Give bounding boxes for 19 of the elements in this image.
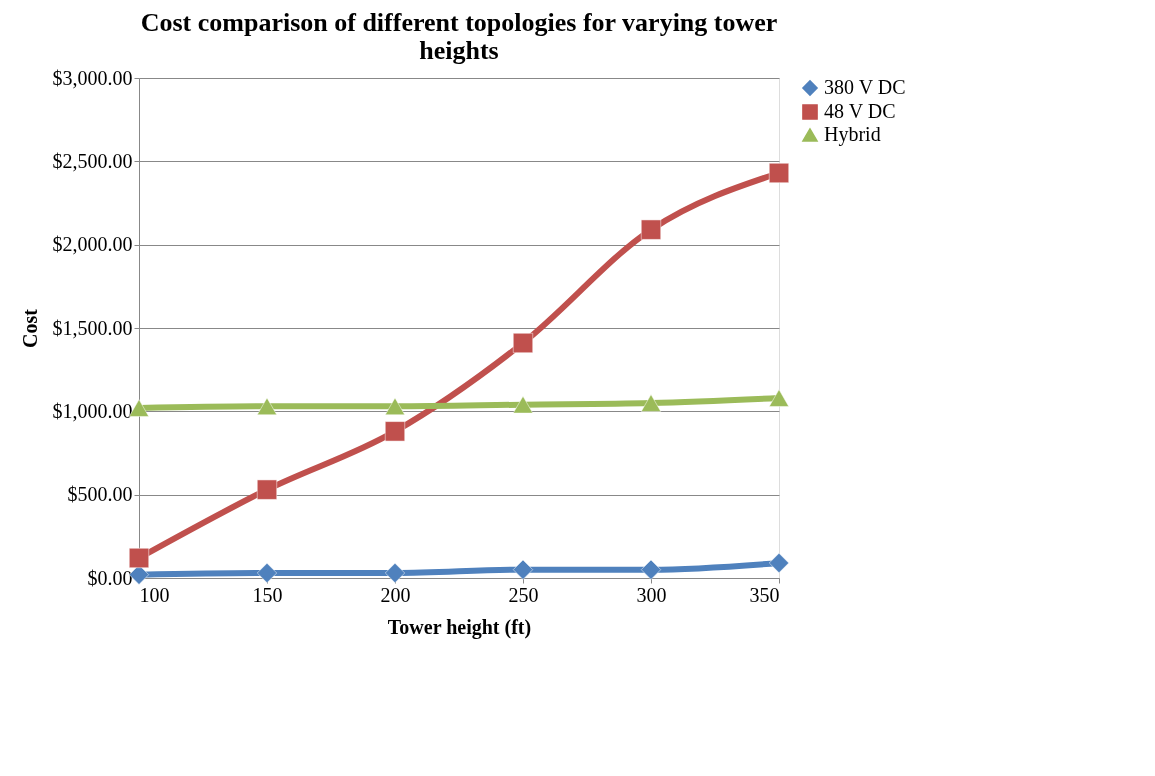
x-axis-title: Tower height (ft) xyxy=(387,615,532,639)
chart-title: Cost comparison of different topologies for varying tower heights xyxy=(140,8,778,65)
x-tick-label: 350 xyxy=(749,583,780,606)
x-tick-label: 100 xyxy=(139,583,170,606)
y-tick-label: $500.00 xyxy=(67,483,133,506)
legend-label: Hybrid xyxy=(824,123,881,146)
y-tick-label: $2,000.00 xyxy=(52,233,133,256)
y-tick-label: $0.00 xyxy=(87,566,133,589)
legend-label: 48 V DC xyxy=(824,100,896,122)
y-tick-label: $3,000.00 xyxy=(52,66,133,89)
y-axis-title: Cost xyxy=(18,308,41,348)
x-tick-label: 250 xyxy=(508,583,539,606)
x-tick-label: 150 xyxy=(252,583,283,606)
x-tick-label: 200 xyxy=(380,583,411,606)
y-tick-label: $1,500.00 xyxy=(52,316,133,339)
y-tick-label: $1,000.00 xyxy=(52,399,133,422)
y-tick-label: $2,500.00 xyxy=(52,149,133,172)
x-tick-label: 300 xyxy=(636,583,667,606)
legend-label: 380 V DC xyxy=(824,76,906,98)
